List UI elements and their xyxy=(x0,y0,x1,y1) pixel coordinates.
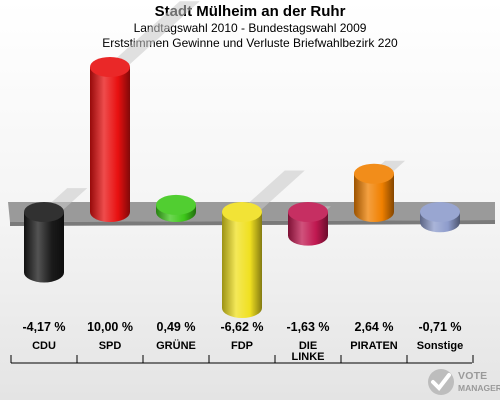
bar-die-linke xyxy=(288,202,331,246)
labels-group: -4,17 % CDU 10,00 % SPD 0,49 % GRÜNE -6,62 % FD… xyxy=(10,320,474,364)
bar-cap xyxy=(354,163,394,184)
value-label: 10,00 % xyxy=(87,320,133,334)
value-label: -6,62 % xyxy=(220,320,263,334)
bar-sonstige xyxy=(420,202,460,233)
chart-title: Stadt Mülheim an der Ruhr xyxy=(154,3,346,20)
category-label: Sonstige xyxy=(417,340,463,352)
category-label: GRÜNE xyxy=(156,339,196,352)
value-label: -4,17 % xyxy=(22,320,65,334)
bar-body xyxy=(354,173,394,222)
bar-body xyxy=(90,67,130,222)
category-label: CDU xyxy=(32,340,56,352)
bar-spd xyxy=(90,1,200,222)
value-label: 2,64 % xyxy=(355,320,394,334)
bar-cap xyxy=(222,202,262,222)
category-label: FDP xyxy=(231,340,253,352)
bar-fdp xyxy=(222,170,305,318)
category-label: LINKE xyxy=(292,351,325,363)
logo-text-vote: VOTE xyxy=(458,370,488,382)
bar-cap xyxy=(90,57,130,77)
value-label: -1,63 % xyxy=(286,320,329,334)
bar-grüne xyxy=(156,194,196,222)
vote-manager-logo: VOTE MANAGER xyxy=(426,366,500,398)
chart-subtitle-2: Erststimmen Gewinne und Verluste Briefwa… xyxy=(102,36,398,50)
bar-cap xyxy=(24,202,64,222)
category-label: DIE xyxy=(299,340,317,352)
bar-cap xyxy=(288,202,328,222)
bar-cdu xyxy=(24,188,88,283)
bar-body xyxy=(24,212,64,283)
bar-shadow xyxy=(100,1,200,74)
bar-piraten xyxy=(354,160,406,222)
bar-cap xyxy=(420,202,460,222)
chart-subtitle: Landtagswahl 2010 - Bundestagswahl 2009 xyxy=(133,21,367,35)
value-label: -0,71 % xyxy=(418,320,461,334)
category-label: SPD xyxy=(99,340,122,352)
logo-text-manager: MANAGER xyxy=(458,383,500,393)
chart-titles: Stadt Mülheim an der Ruhr Landtagswahl 2… xyxy=(0,2,500,51)
bar-body xyxy=(222,212,262,318)
vote-manager-icon xyxy=(428,369,454,395)
bar-cap xyxy=(156,194,196,215)
bars-group xyxy=(24,1,460,318)
category-label: PIRATEN xyxy=(350,340,398,352)
value-label: 0,49 % xyxy=(157,320,196,334)
